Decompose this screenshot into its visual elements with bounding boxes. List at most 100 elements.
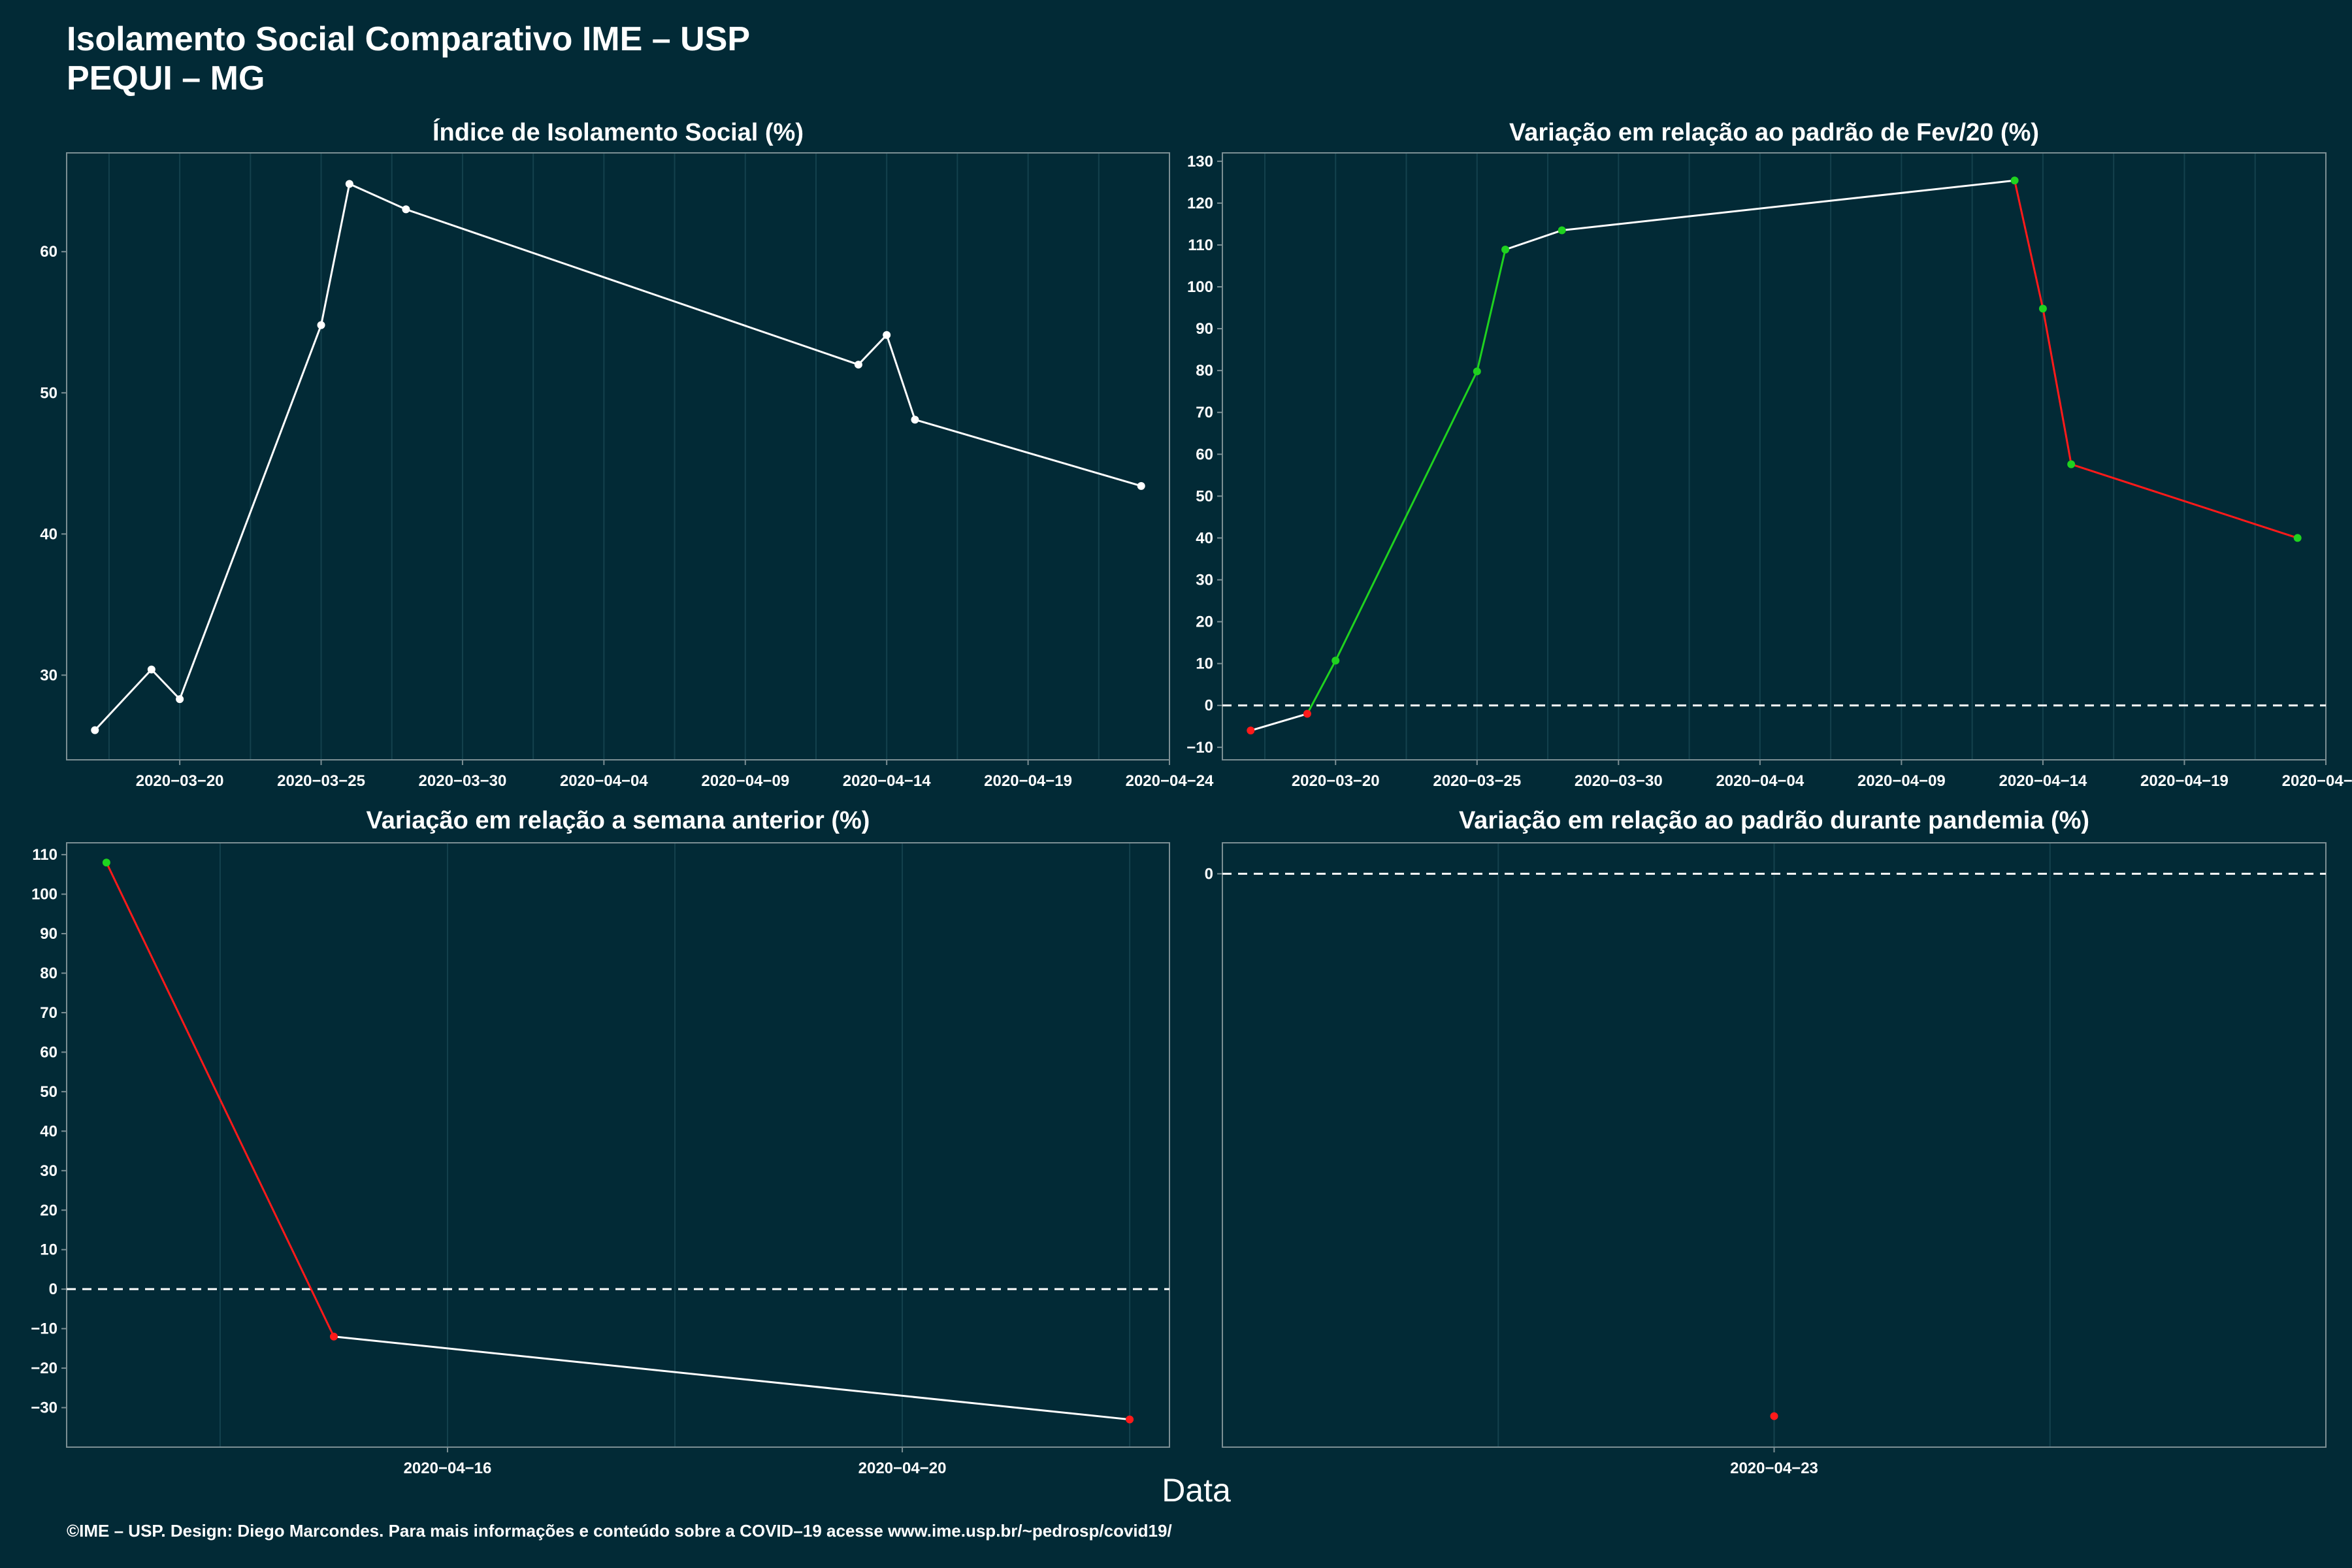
y-tick-label: 50 (40, 384, 57, 402)
panel-title: Índice de Isolamento Social (%) (433, 118, 804, 146)
x-tick-label: 2020−04−14 (843, 772, 931, 790)
x-tick-label: 2020−03−30 (419, 772, 507, 790)
x-tick-label: 2020−04−19 (2140, 772, 2229, 790)
series-segment (1306, 660, 1337, 715)
series-segment (105, 862, 335, 1337)
y-tick-label: −10 (31, 1320, 57, 1338)
data-point (317, 321, 325, 329)
data-point (1247, 727, 1255, 735)
y-tick-label: 10 (40, 1241, 57, 1259)
data-point (1558, 226, 1566, 235)
series-segment (150, 668, 181, 700)
y-tick-label: 100 (1187, 278, 1213, 296)
data-point (1303, 710, 1311, 718)
x-tick-label: 2020−04−16 (404, 1460, 492, 1477)
chart-panel-4: Variação em relação ao padrão durante pa… (1205, 807, 2327, 1477)
y-tick-label: 60 (1196, 446, 1213, 463)
data-point (1501, 245, 1510, 253)
data-point (1126, 1415, 1134, 1424)
data-point (2038, 304, 2047, 313)
series-segment (178, 325, 322, 700)
panel-title: Variação em relação ao padrão de Fev/20 … (1509, 119, 2039, 146)
y-tick-label: 0 (1205, 697, 1213, 715)
series-segment (2042, 308, 2072, 465)
series-segment (2070, 463, 2298, 539)
data-point (1473, 367, 1481, 376)
footer-credits: ©IME – USP. Design: Diego Marcondes. Par… (67, 1521, 1172, 1541)
chart-panel-2: Variação em relação ao padrão de Fev/20 … (1186, 119, 2352, 790)
series-segment (2014, 180, 2044, 309)
series-segment (94, 668, 152, 731)
y-tick-label: 10 (1196, 655, 1213, 673)
data-point (1770, 1412, 1778, 1420)
x-tick-label: 2020−04−19 (984, 772, 1072, 790)
y-tick-label: 40 (1196, 529, 1213, 547)
data-point (176, 695, 184, 704)
data-point (1331, 657, 1340, 665)
series-segment (1334, 370, 1478, 661)
chart-panel-1: Índice de Isolamento Social (%) 30 40 50 60 2… (40, 118, 1214, 790)
y-tick-label: 20 (40, 1201, 57, 1219)
y-tick-label: 0 (49, 1281, 57, 1298)
y-tick-label: 120 (1187, 195, 1213, 212)
y-tick-label: −10 (1186, 739, 1213, 757)
y-tick-label: 40 (40, 525, 57, 543)
x-tick-label: 2020−03−20 (1292, 772, 1380, 790)
panel-title: Variação em relação a semana anterior (%… (367, 807, 870, 834)
data-point (883, 331, 891, 339)
x-tick-label: 2020−04−04 (560, 772, 648, 790)
panel-title: Variação em relação ao padrão durante pa… (1459, 807, 2089, 834)
y-tick-label: 110 (32, 846, 57, 864)
x-tick-label: 2020−03−20 (136, 772, 224, 790)
data-point (402, 205, 410, 214)
chart-subtitle: PEQUI – MG (67, 59, 265, 97)
plot-frame (66, 152, 1170, 760)
series-segment (405, 208, 859, 366)
y-tick-label: 50 (1196, 487, 1213, 505)
y-tick-label: 30 (40, 1162, 57, 1180)
data-point (102, 858, 110, 867)
series-segment (333, 1335, 1130, 1421)
x-tick-label: 2020−04−09 (1857, 772, 1946, 790)
y-tick-label: 130 (1187, 153, 1213, 171)
data-point (91, 726, 99, 734)
series-segment (915, 418, 1142, 487)
y-tick-label: 40 (40, 1122, 57, 1140)
y-tick-label: 110 (1188, 237, 1213, 254)
x-tick-label: 2020−04−20 (858, 1460, 947, 1477)
series-segment (1476, 249, 1507, 372)
y-tick-label: 0 (1205, 865, 1213, 883)
y-tick-label: 30 (1196, 572, 1213, 589)
plot-frame (1222, 152, 2327, 760)
series-segment (1505, 229, 1563, 251)
y-tick-label: −20 (31, 1360, 57, 1377)
x-tick-label: 2020−03−30 (1575, 772, 1663, 790)
y-tick-label: −30 (31, 1399, 57, 1417)
series-segment (320, 184, 351, 325)
x-tick-label: 2020−04−23 (1730, 1460, 1818, 1477)
y-tick-label: 60 (40, 1043, 57, 1061)
x-tick-label: 2020−04−24 (2282, 772, 2352, 790)
chart-title: Isolamento Social Comparativo IME – USP (67, 20, 751, 58)
x-tick-label: 2020−04−04 (1716, 772, 1804, 790)
data-point (147, 665, 155, 674)
y-tick-label: 100 (31, 886, 57, 904)
x-tick-label: 2020−03−25 (277, 772, 365, 790)
y-tick-label: 90 (40, 925, 57, 943)
chart-panel-3: Variação em relação a semana anterior (%… (31, 807, 1170, 1477)
y-tick-label: 70 (40, 1004, 57, 1022)
y-tick-label: 80 (40, 965, 57, 983)
data-point (345, 180, 353, 188)
x-tick-label: 2020−04−09 (701, 772, 789, 790)
y-tick-label: 60 (40, 243, 57, 261)
y-tick-label: 20 (1196, 613, 1213, 631)
series-segment (349, 183, 406, 210)
series-segment (885, 335, 916, 420)
y-tick-label: 50 (40, 1083, 57, 1101)
x-axis-label: Data (1162, 1472, 1231, 1509)
x-tick-label: 2020−04−14 (1999, 772, 2087, 790)
series-segment (1561, 179, 2015, 232)
data-point (854, 361, 862, 369)
x-tick-label: 2020−04−24 (1126, 772, 1214, 790)
